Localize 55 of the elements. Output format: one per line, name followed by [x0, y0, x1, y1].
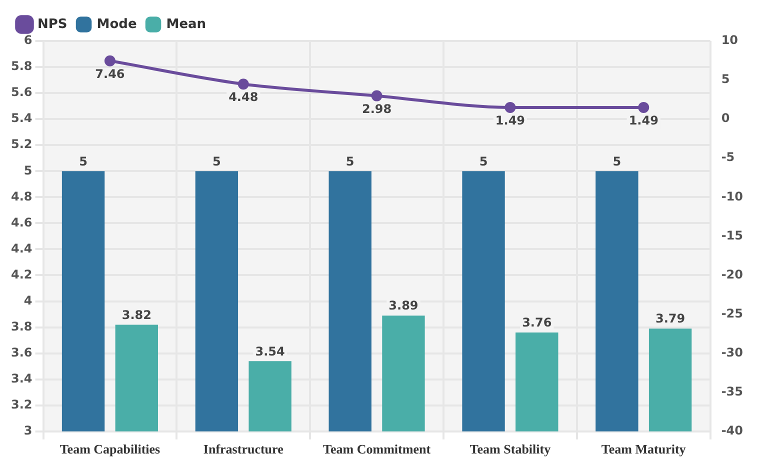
y-tick-label: 5.4	[10, 111, 32, 126]
y-tick-label: 5.8	[10, 59, 32, 74]
x-tick-label: Team Capabilities	[60, 442, 160, 457]
y-tick-label: 3.6	[10, 345, 32, 360]
legend-label: Mean	[166, 16, 206, 32]
data-label: 5	[346, 154, 354, 168]
y-tick-label: 6	[24, 33, 32, 48]
data-label: 3.79	[655, 312, 686, 326]
y-tick-label: 3.2	[10, 398, 32, 412]
data-label: 5	[612, 154, 622, 168]
point	[104, 55, 116, 66]
point	[638, 102, 650, 113]
y-tick-label: 4.8	[10, 189, 32, 204]
y-tick-label: 4.6	[10, 215, 32, 230]
data-label: 3.89	[388, 298, 418, 313]
legend-label: Mode	[96, 16, 137, 32]
y2-tick-label: -25	[721, 306, 744, 320]
data-label: 4.48	[228, 90, 258, 104]
data-label: 5	[212, 154, 221, 168]
y-tick-label: 3	[24, 424, 32, 438]
data-label: 7.46	[95, 66, 125, 81]
legend-label: NPS	[38, 16, 68, 32]
y-tick-label: 4.4	[10, 241, 32, 256]
y-tick-label: 4	[24, 293, 32, 308]
y2-tick-label: -40	[721, 424, 744, 438]
data-label: 5	[79, 154, 88, 168]
data-label: 3.82	[122, 308, 152, 322]
point	[504, 102, 516, 113]
y-tick-label: 4.2	[10, 267, 32, 282]
x-tick-label: Team Commitment	[323, 442, 432, 457]
y2-tick-label: -15	[721, 228, 744, 242]
y-tick-label: 5.6	[10, 85, 32, 100]
x-tick-label: Team Maturity	[601, 442, 686, 457]
y2-tick-label: 10	[721, 33, 738, 48]
x-tick-label: Team Stability	[470, 442, 552, 457]
data-label: 2.98	[362, 102, 392, 116]
x-tick-label: Infrastructure	[203, 442, 284, 457]
data-label: 3.76	[522, 316, 552, 330]
data-label: 1.49	[495, 114, 526, 128]
data-label: 5	[479, 154, 488, 168]
y-tick-label: 5.2	[10, 137, 32, 152]
point	[238, 78, 249, 90]
y2-tick-label: -35	[721, 384, 744, 398]
y-tick-label: 3.4	[10, 371, 32, 386]
y2-tick-label: -30	[721, 345, 744, 360]
data-label: 1.49	[628, 114, 658, 128]
y2-tick-label: 5	[721, 72, 730, 86]
y2-tick-label: -20	[721, 267, 744, 282]
y2-tick-label: -10	[721, 189, 744, 204]
data-label: 3.54	[255, 344, 285, 358]
y2-tick-label: 0	[721, 111, 730, 126]
y2-tick-label: -5	[721, 150, 735, 164]
y-tick-label: 5	[24, 163, 32, 178]
point	[371, 90, 382, 102]
y-tick-label: 3.8	[10, 319, 32, 334]
